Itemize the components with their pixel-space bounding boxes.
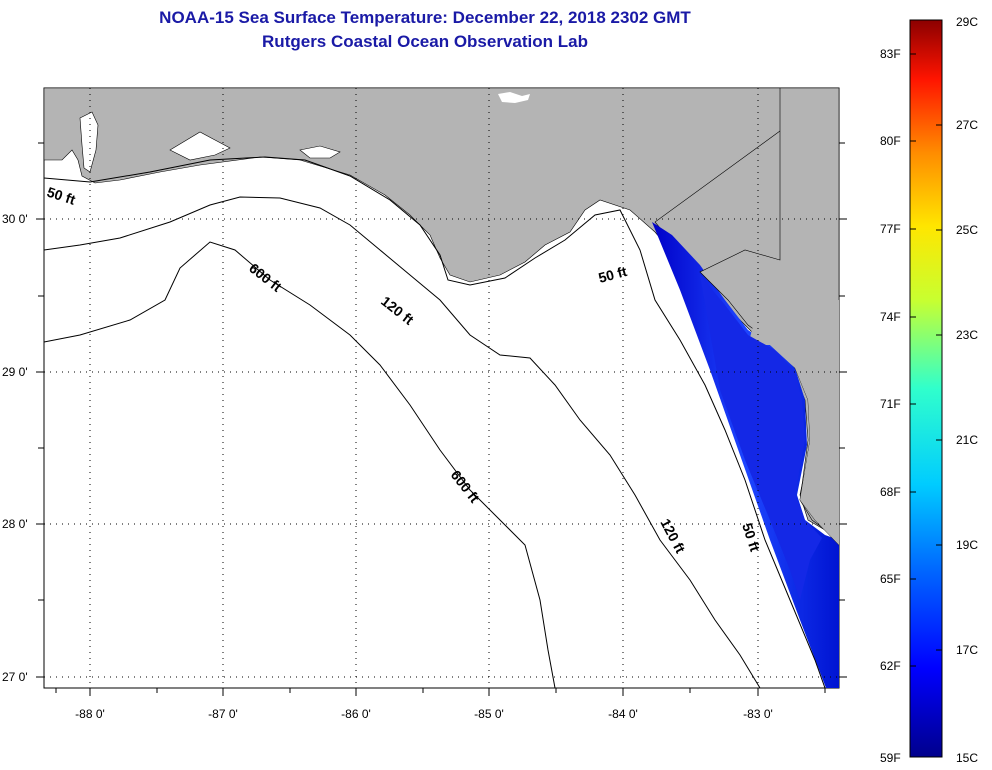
colorbar-c-label: 17C <box>956 643 978 657</box>
colorbar-f-label: 80F <box>880 134 901 148</box>
lon-label: -85 0' <box>474 707 504 721</box>
contour-label: 50 ft <box>597 263 629 286</box>
colorbar-f-label: 83F <box>880 47 901 61</box>
colorbar-c-label: 21C <box>956 433 978 447</box>
colorbar-f-label: 59F <box>880 751 901 765</box>
colorbar-c-label: 19C <box>956 538 978 552</box>
coast-shelf <box>748 300 839 545</box>
chart-title: NOAA-15 Sea Surface Temperature: Decembe… <box>159 8 691 27</box>
lon-label: -84 0' <box>608 707 638 721</box>
bay <box>169 131 231 161</box>
chart-subtitle: Rutgers Coastal Ocean Observation Lab <box>262 32 588 51</box>
contour-120ft <box>44 196 761 688</box>
lat-label: 27 0' <box>2 670 28 684</box>
colorbar-f-label: 65F <box>880 572 901 586</box>
lon-label: -86 0' <box>341 707 371 721</box>
colorbar-f-label: 68F <box>880 485 901 499</box>
colorbar-c-label: 25C <box>956 223 978 237</box>
graticule <box>44 88 839 688</box>
colorbar-f-label: 71F <box>880 397 901 411</box>
lon-label: -88 0' <box>75 707 105 721</box>
lon-label: -87 0' <box>208 707 238 721</box>
sst-swath-coastal <box>700 275 822 600</box>
colorbar <box>909 19 943 758</box>
axis-ticks <box>36 142 847 696</box>
colorbar-f-label: 77F <box>880 222 901 236</box>
lat-label: 28 0' <box>2 517 28 531</box>
lat-label: 30 0' <box>2 212 28 226</box>
bay <box>79 111 99 173</box>
lat-label: 29 0' <box>2 365 28 379</box>
colorbar-c-label: 29C <box>956 15 978 29</box>
colorbar-c-label: 27C <box>956 118 978 132</box>
colorbar-c-label: 15C <box>956 751 978 765</box>
colorbar-f-label: 62F <box>880 659 901 673</box>
contour-600ft <box>44 241 556 688</box>
colorbar-ticks <box>910 53 942 667</box>
bay <box>299 145 341 159</box>
contour-50ft-west <box>44 156 826 688</box>
lake <box>498 92 530 103</box>
lon-label: -83 0' <box>743 707 773 721</box>
colorbar-f-label: 74F <box>880 310 901 324</box>
colorbar-c-label: 23C <box>956 328 978 342</box>
